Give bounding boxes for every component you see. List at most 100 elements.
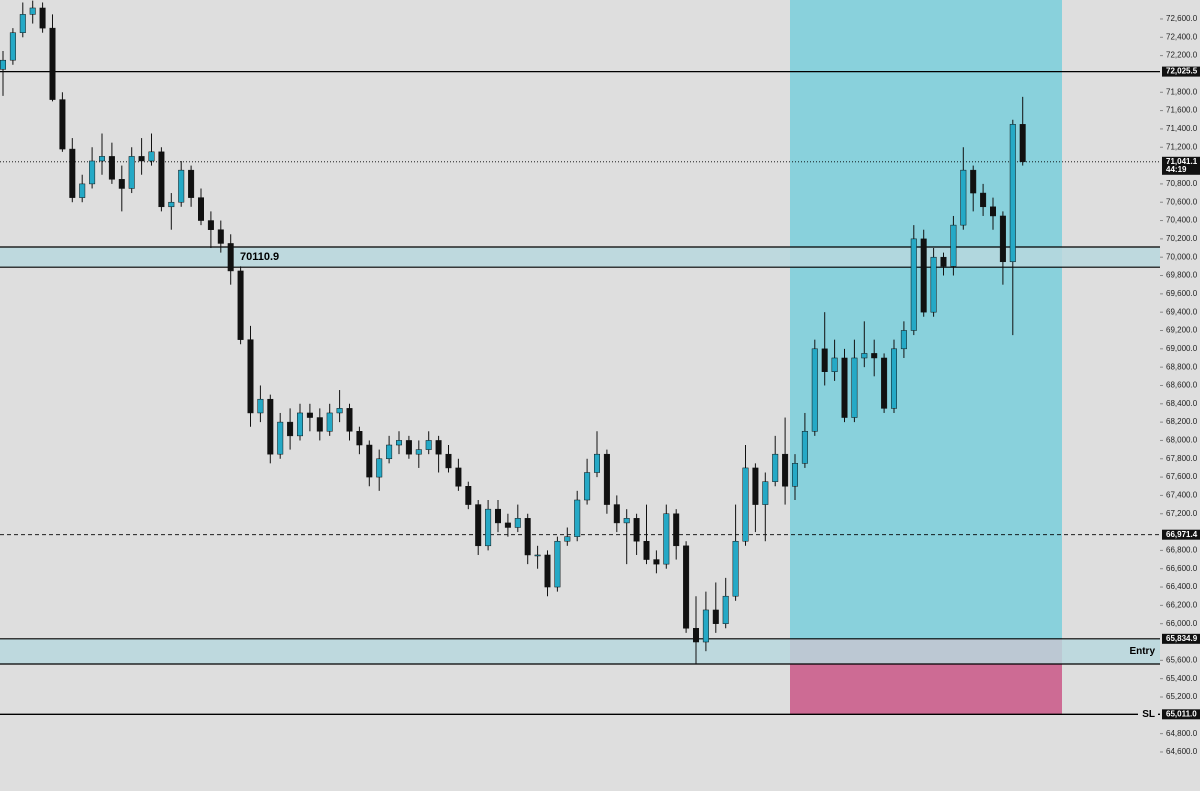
candle-body — [79, 183, 86, 198]
candle-body — [554, 540, 561, 588]
candle-body — [643, 540, 650, 560]
candle-body — [435, 440, 442, 455]
price-tag: 66,971.4 — [1166, 530, 1198, 539]
candle-body — [623, 518, 630, 524]
y-tick-label: 70,200.0 — [1166, 234, 1198, 243]
price-tag-bg — [1162, 633, 1200, 644]
candle-body — [158, 151, 165, 208]
candle-body — [752, 467, 759, 505]
y-tick-label: 71,600.0 — [1166, 106, 1198, 115]
candle-body — [217, 229, 224, 244]
y-tick-label: 67,200.0 — [1166, 509, 1198, 518]
y-tick-label: 67,600.0 — [1166, 472, 1198, 481]
candle-body — [356, 431, 363, 446]
y-tick-label: 64,600.0 — [1166, 747, 1198, 756]
candle-body — [722, 595, 729, 624]
candle-body — [584, 472, 591, 501]
y-tick-label: 66,600.0 — [1166, 564, 1198, 573]
candle-body — [871, 353, 878, 359]
candle-body — [693, 628, 699, 643]
candle-body — [564, 536, 571, 542]
candle-body — [940, 256, 947, 267]
candle-body — [574, 499, 581, 537]
candle-body — [336, 408, 343, 414]
label-bg — [1138, 708, 1158, 721]
candle-body — [267, 398, 274, 455]
candle-body — [19, 14, 26, 33]
candle-body — [59, 99, 66, 150]
candle-body — [594, 453, 600, 473]
candle-body — [485, 508, 492, 547]
zone-label: 70110.9 — [240, 251, 279, 263]
price-tag-bg — [1162, 66, 1200, 77]
y-tick-label: 70,400.0 — [1166, 216, 1198, 225]
candle-body — [821, 348, 828, 372]
candle-body — [762, 481, 769, 505]
candle-body — [633, 518, 640, 542]
y-tick-label: 72,200.0 — [1166, 51, 1198, 60]
candle-body — [831, 357, 838, 372]
candle-body — [980, 192, 987, 208]
y-tick-label: 67,800.0 — [1166, 454, 1198, 463]
candle-body — [188, 169, 195, 198]
price-tag: 65,011.0 — [1166, 709, 1197, 718]
y-tick-label: 66,400.0 — [1166, 582, 1198, 591]
y-tick-label: 68,800.0 — [1166, 362, 1198, 371]
candle-body — [495, 508, 501, 524]
y-tick-label: 64,800.0 — [1166, 729, 1198, 738]
y-tick-label: 71,800.0 — [1166, 87, 1198, 96]
y-tick-label: 68,600.0 — [1166, 381, 1198, 390]
candle-body — [524, 518, 531, 556]
y-tick-label: 72,600.0 — [1166, 14, 1198, 23]
candle-body — [475, 504, 482, 547]
y-tick-label: 67,400.0 — [1166, 491, 1198, 500]
y-tick-label: 68,200.0 — [1166, 417, 1198, 426]
candle-body — [900, 330, 907, 350]
candle-body — [1019, 124, 1026, 163]
candle-body — [297, 412, 303, 437]
candle-body — [514, 518, 521, 528]
candle-body — [613, 504, 620, 524]
candle-body — [138, 156, 145, 162]
y-tick-label: 72,400.0 — [1166, 32, 1198, 41]
candle-body — [396, 440, 402, 446]
candle-body — [1009, 124, 1016, 263]
profit-area — [790, 0, 1062, 639]
candle-body — [930, 256, 937, 313]
candle-body — [544, 554, 551, 588]
candle-body — [277, 421, 284, 455]
candle-body — [316, 417, 323, 432]
candle-body — [534, 554, 541, 557]
y-tick-label: 68,000.0 — [1166, 436, 1198, 445]
y-tick-label: 68,400.0 — [1166, 399, 1198, 408]
candle-body — [811, 348, 818, 432]
y-tick-label: 65,400.0 — [1166, 674, 1198, 683]
price-tag-bg — [1162, 156, 1200, 175]
candle-body — [910, 238, 917, 331]
candle-body — [782, 453, 789, 487]
candle-body — [306, 412, 313, 418]
entry-label: Entry — [1129, 646, 1155, 657]
candle-body — [198, 197, 204, 221]
candle-body — [405, 440, 412, 455]
y-tick-label: 69,600.0 — [1166, 289, 1198, 298]
candle-body — [792, 463, 798, 487]
candle-body — [772, 453, 779, 482]
candle-body — [99, 156, 105, 162]
candle-body — [128, 156, 135, 189]
candle-body — [425, 440, 432, 450]
y-tick-label: 69,200.0 — [1166, 326, 1198, 335]
candle-body — [950, 224, 957, 267]
candle-body — [732, 540, 739, 597]
candle-body — [247, 339, 254, 414]
candle-body — [29, 7, 36, 15]
candle-body — [287, 421, 294, 437]
y-tick-label: 66,800.0 — [1166, 546, 1198, 555]
y-tick-label: 69,000.0 — [1166, 344, 1198, 353]
candle-body — [39, 7, 46, 29]
candle-body — [801, 431, 808, 464]
candle-body — [663, 513, 670, 565]
candle-body — [603, 453, 610, 505]
y-tick-label: 70,000.0 — [1166, 252, 1198, 261]
